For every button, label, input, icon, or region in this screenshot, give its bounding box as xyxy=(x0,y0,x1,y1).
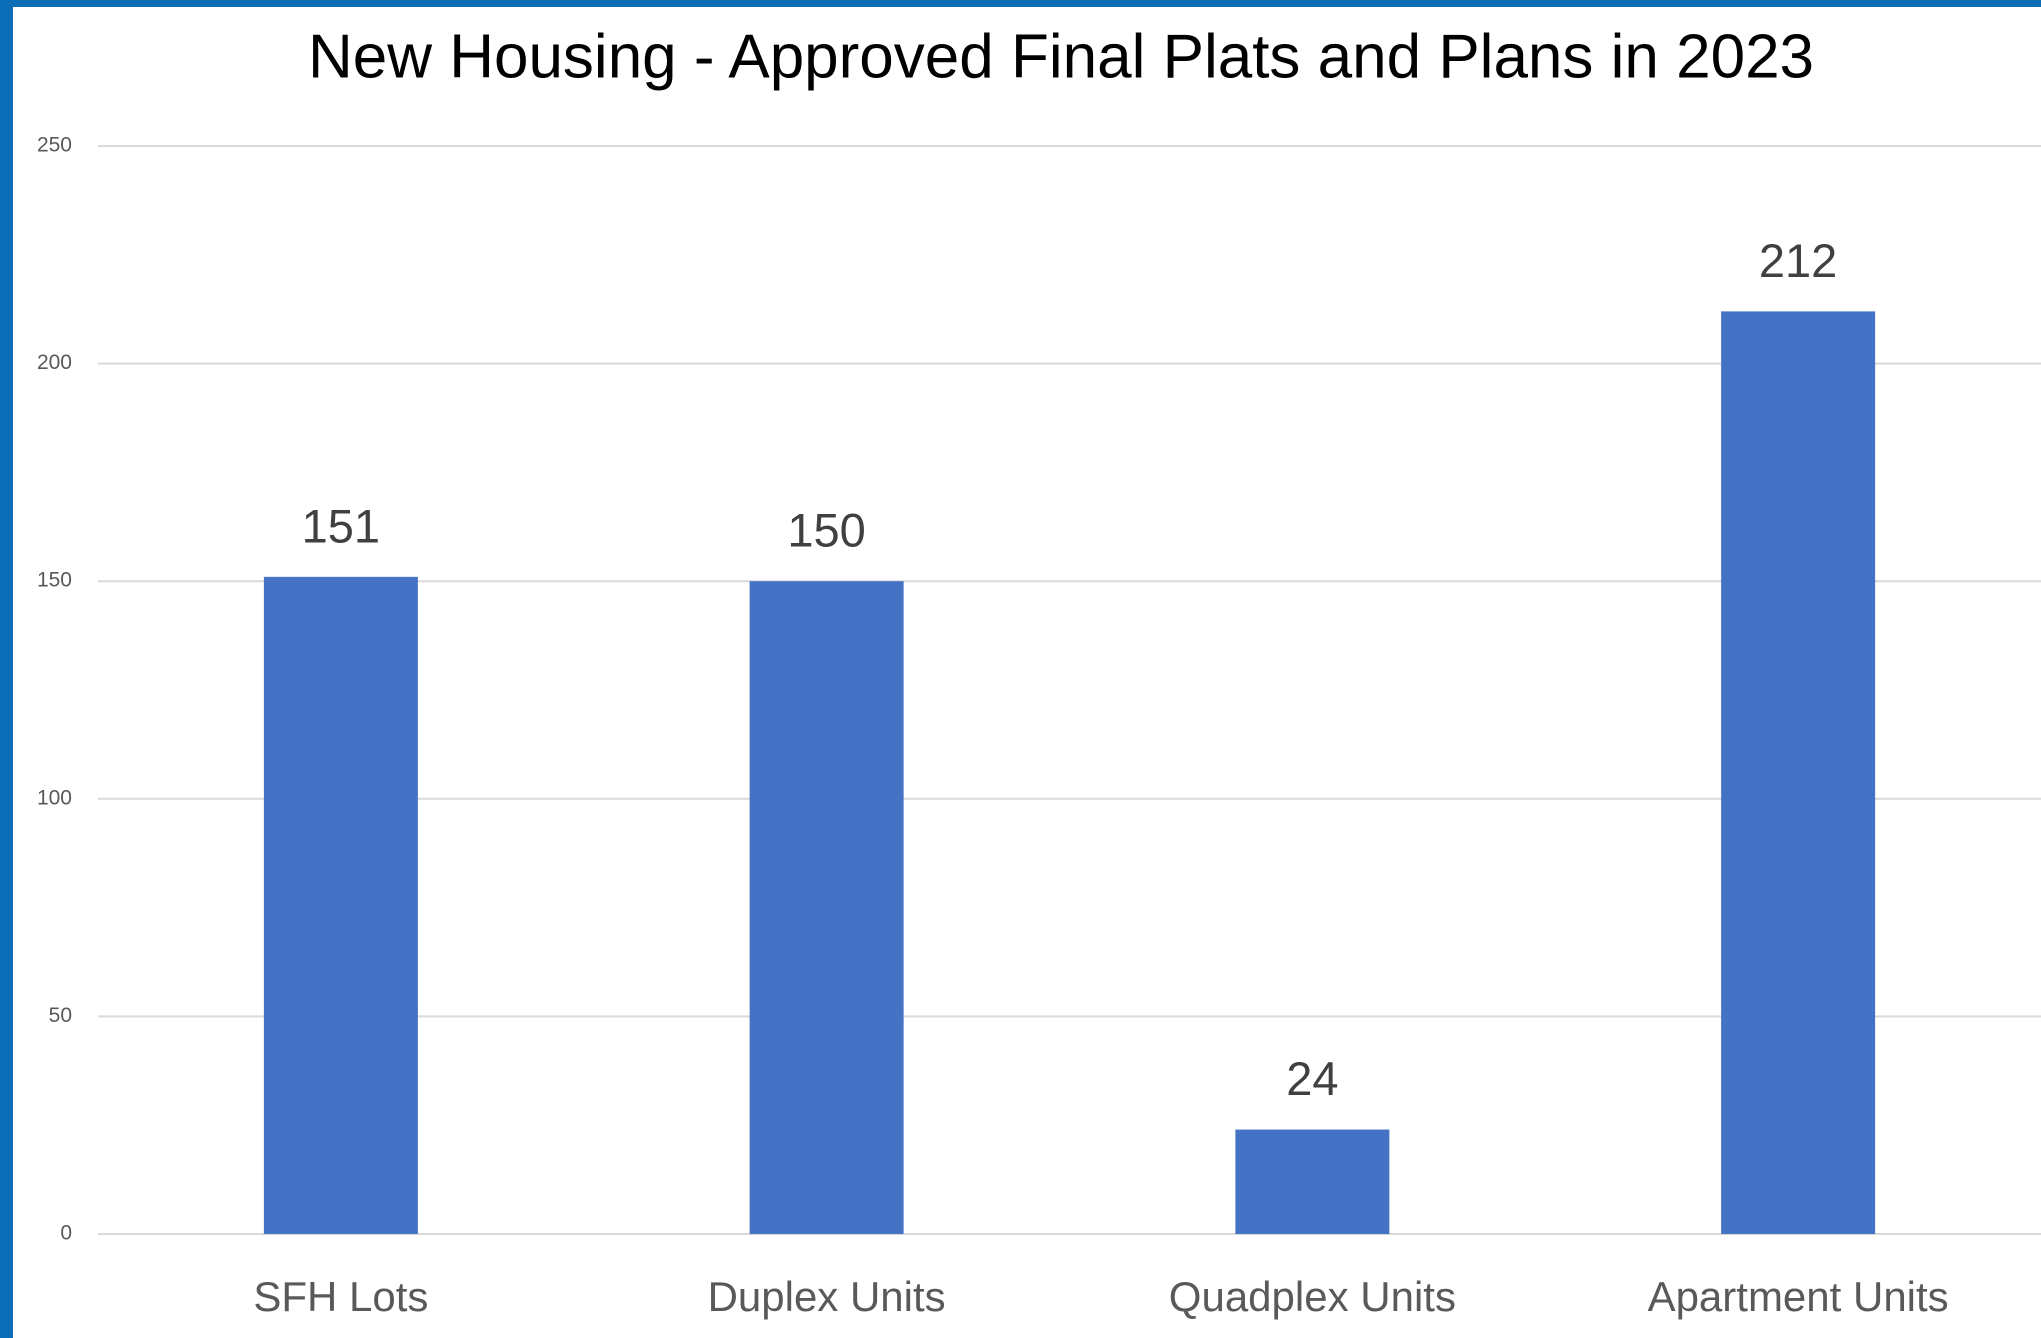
y-tick-label: 50 xyxy=(49,1004,72,1027)
chart-title: New Housing - Approved Final Plats and P… xyxy=(308,22,1814,91)
x-tick-label: Quadplex Units xyxy=(1169,1273,1456,1320)
y-tick-label: 150 xyxy=(37,569,72,592)
y-tick-label: 100 xyxy=(37,786,72,809)
y-tick-label: 250 xyxy=(37,134,72,157)
data-label: 212 xyxy=(1759,234,1837,287)
y-tick-label: 200 xyxy=(37,351,72,374)
data-label: 150 xyxy=(787,504,865,557)
data-label: 151 xyxy=(302,499,380,552)
frame-top xyxy=(0,0,2041,7)
bar xyxy=(1235,1129,1390,1234)
x-tick-label: SFH Lots xyxy=(253,1273,428,1320)
x-tick-label: Apartment Units xyxy=(1648,1273,1949,1320)
bar xyxy=(749,581,904,1234)
bar xyxy=(1721,311,1876,1235)
y-tick-label: 0 xyxy=(60,1222,72,1245)
x-tick-label: Duplex Units xyxy=(708,1273,946,1320)
frame-left xyxy=(0,0,13,1338)
data-label: 24 xyxy=(1286,1052,1338,1105)
bar xyxy=(263,576,418,1234)
